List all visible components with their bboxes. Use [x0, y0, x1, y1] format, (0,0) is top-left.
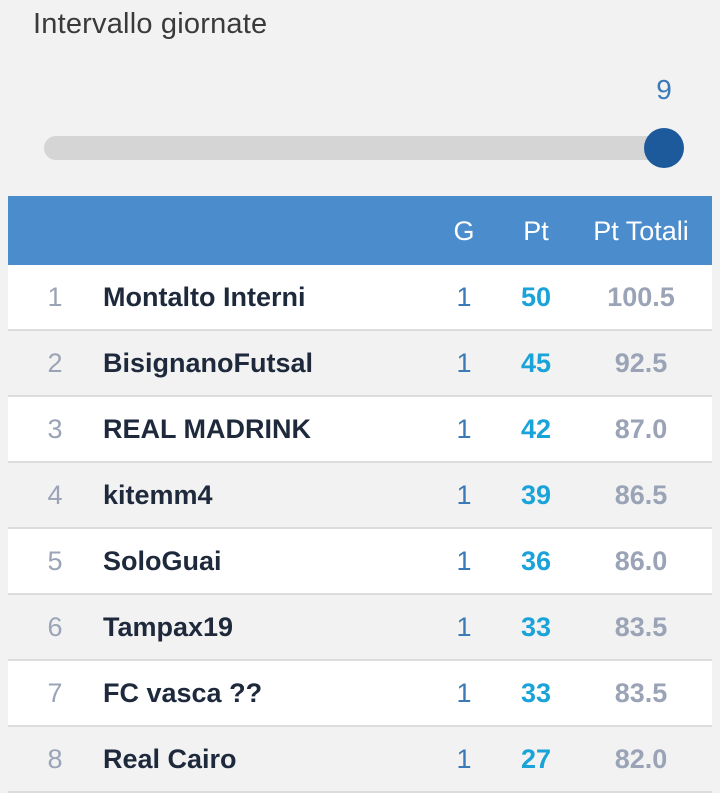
- games-cell: 1: [456, 744, 472, 774]
- rank-cell: 3: [47, 414, 63, 444]
- team-name-cell: BisignanoFutsal: [103, 348, 314, 378]
- points-cell: 33: [520, 612, 552, 642]
- team-name-cell: Montalto Interni: [103, 282, 306, 312]
- points-cell: 42: [520, 414, 552, 444]
- games-cell: 1: [456, 348, 472, 378]
- points-cell: 39: [520, 480, 552, 510]
- team-name-cell: Real Cairo: [103, 744, 237, 774]
- team-name-cell: SoloGuai: [103, 546, 222, 576]
- total-points-cell: 86.5: [614, 480, 668, 510]
- rank-cell: 4: [47, 480, 63, 510]
- rank-cell: 5: [47, 546, 63, 576]
- section-title: Intervallo giornate: [33, 8, 268, 40]
- rank-cell: 2: [47, 348, 63, 378]
- points-cell: 36: [520, 546, 552, 576]
- points-cell: 50: [520, 282, 552, 312]
- total-points-cell: 86.0: [614, 546, 668, 576]
- games-cell: 1: [456, 480, 472, 510]
- total-points-cell: 87.0: [614, 414, 668, 444]
- table-row[interactable]: 4 kitemm4 1 39 86.5: [8, 463, 712, 529]
- team-name-cell: FC vasca ??: [103, 678, 263, 708]
- points-cell: 45: [520, 348, 552, 378]
- games-cell: 1: [456, 282, 472, 312]
- table-body: 1 Montalto Interni 1 50 100.5 2 BisignanoFutsa…: [8, 265, 712, 793]
- rank-cell: 7: [47, 678, 63, 708]
- table-row[interactable]: 7 FC vasca ?? 1 33 83.5: [8, 661, 712, 727]
- table-row[interactable]: 8 Real Cairo 1 27 82.0: [8, 727, 712, 793]
- slider-value-label: 9: [656, 74, 672, 105]
- rank-cell: 6: [47, 612, 63, 642]
- header-pt-totali[interactable]: Pt Totali: [593, 216, 689, 246]
- points-cell: 33: [520, 678, 552, 708]
- giornate-slider-thumb[interactable]: [644, 128, 684, 168]
- games-cell: 1: [456, 414, 472, 444]
- team-name-cell: Tampax19: [103, 612, 234, 642]
- team-name-cell: REAL MADRINK: [103, 414, 311, 444]
- table-row[interactable]: 2 BisignanoFutsal 1 45 92.5: [8, 331, 712, 397]
- giornate-slider-track[interactable]: [44, 136, 664, 160]
- total-points-cell: 92.5: [614, 348, 668, 378]
- total-points-cell: 83.5: [614, 678, 668, 708]
- table-row[interactable]: 3 REAL MADRINK 1 42 87.0: [8, 397, 712, 463]
- total-points-cell: 100.5: [607, 282, 675, 312]
- header-g[interactable]: G: [453, 216, 475, 246]
- total-points-cell: 83.5: [614, 612, 668, 642]
- rank-cell: 1: [47, 282, 63, 312]
- table-row[interactable]: 1 Montalto Interni 1 50 100.5: [8, 265, 712, 331]
- games-cell: 1: [456, 612, 472, 642]
- table-row[interactable]: 5 SoloGuai 1 36 86.0: [8, 529, 712, 595]
- team-name-cell: kitemm4: [103, 480, 213, 510]
- rank-cell: 8: [47, 744, 63, 774]
- table-header: G Pt Pt Totali: [8, 196, 712, 265]
- points-cell: 27: [520, 744, 552, 774]
- table-row[interactable]: 6 Tampax19 1 33 83.5: [8, 595, 712, 661]
- header-pt[interactable]: Pt: [523, 216, 549, 246]
- games-cell: 1: [456, 678, 472, 708]
- total-points-cell: 82.0: [614, 744, 668, 774]
- standings-table: G Pt Pt Totali 1 Montalto Interni 1 50 100.5…: [8, 196, 712, 793]
- games-cell: 1: [456, 546, 472, 576]
